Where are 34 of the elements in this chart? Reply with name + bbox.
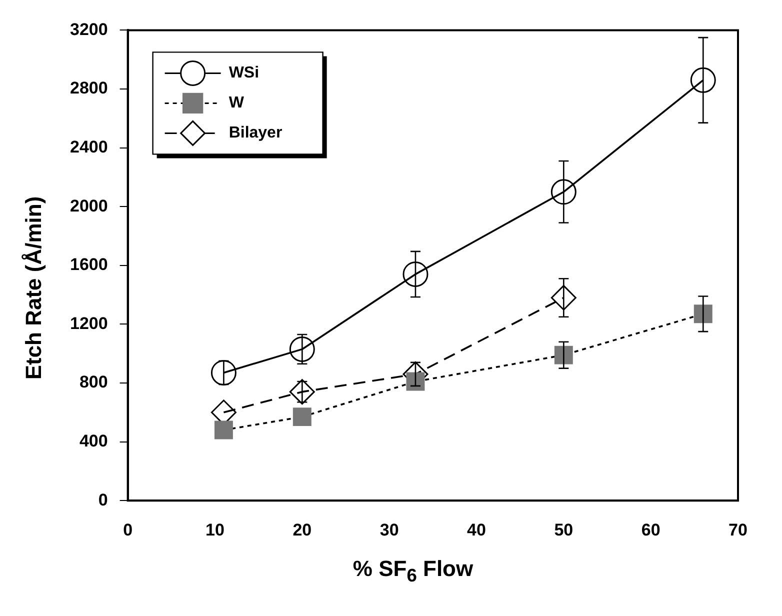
y-tick-label: 1600: [70, 255, 108, 274]
y-axis-title: Etch Rate (Å/min): [21, 196, 47, 380]
point: [554, 346, 573, 364]
y-tick-label: 1200: [70, 314, 108, 333]
y-tick-label: 800: [79, 372, 108, 392]
y-tick-label: 2000: [70, 196, 108, 216]
x-axis-title: % SF$_{6}$ Flow: [352, 556, 474, 586]
x-tick-label: 10: [206, 520, 224, 540]
x-tick-label: 30: [380, 520, 399, 540]
x-tick-label: 40: [467, 520, 486, 540]
x-tick-label: 50: [554, 520, 574, 540]
legend-label: W: [228, 94, 245, 112]
point: [406, 372, 425, 391]
x-tick-label: 20: [292, 520, 312, 540]
x-tick-label: 0: [123, 520, 133, 540]
y-tick-label: 3200: [70, 20, 108, 39]
legend-label: Bilayer: [228, 124, 282, 142]
point: [550, 284, 576, 310]
point: [690, 67, 716, 93]
x-tick-label: 60: [641, 520, 660, 540]
x-tick-label: 70: [728, 520, 748, 540]
legend-label: WSi: [228, 64, 260, 82]
y-tick-label: 2400: [70, 137, 108, 156]
point: [402, 261, 428, 287]
y-tick-label: 400: [79, 431, 108, 450]
y-tick-label: 2800: [70, 78, 108, 98]
point: [210, 360, 236, 386]
y-tick-label: 0: [98, 490, 108, 510]
point: [292, 408, 312, 426]
point: [289, 379, 315, 405]
point: [214, 420, 233, 440]
point: [694, 304, 712, 324]
point: [289, 336, 315, 362]
point: [550, 179, 576, 205]
